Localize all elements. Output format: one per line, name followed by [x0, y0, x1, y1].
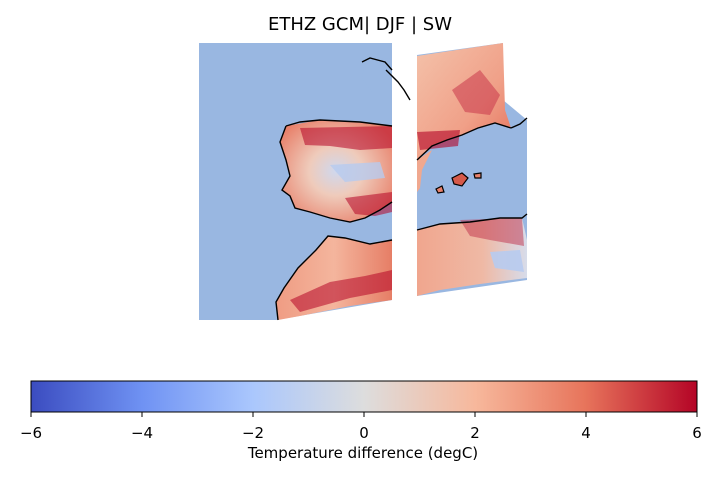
cool-patch-sahara — [490, 250, 524, 272]
land-iberia-east — [417, 150, 432, 192]
colorbar-tick-label: 4 — [581, 424, 591, 442]
map-title: ETHZ GCM| DJF | SW — [267, 14, 453, 35]
map-panel — [199, 43, 528, 321]
warm-patch-north-iberia — [300, 126, 392, 150]
cool-patch-central-iberia — [330, 162, 385, 182]
colorbar-tick-label: −6 — [20, 424, 42, 442]
colorbar-tick-label: 2 — [470, 424, 480, 442]
warm-patch-alps — [452, 70, 500, 115]
warm-patch-atlas — [290, 270, 392, 312]
colorbar-label: Temperature difference (degC) — [247, 444, 479, 462]
colorbar-ticks: −6 −4 −2 0 2 4 6 — [20, 412, 702, 442]
balearic-ibiza — [435, 185, 445, 194]
balearic-menorca — [473, 172, 482, 179]
colorbar-tick-label: 6 — [692, 424, 702, 442]
colorbar-tick-label: −4 — [131, 424, 153, 442]
colorbar-tick-label: −2 — [242, 424, 264, 442]
colorbar-tick-label: 0 — [359, 424, 369, 442]
balearic-mallorca — [451, 172, 469, 187]
colorbar-gradient — [30, 380, 698, 413]
warm-patch-northeast-africa — [460, 218, 524, 246]
warm-patch-pyrenees — [417, 130, 460, 150]
coastlines — [275, 57, 528, 321]
land-france-west — [362, 58, 392, 110]
